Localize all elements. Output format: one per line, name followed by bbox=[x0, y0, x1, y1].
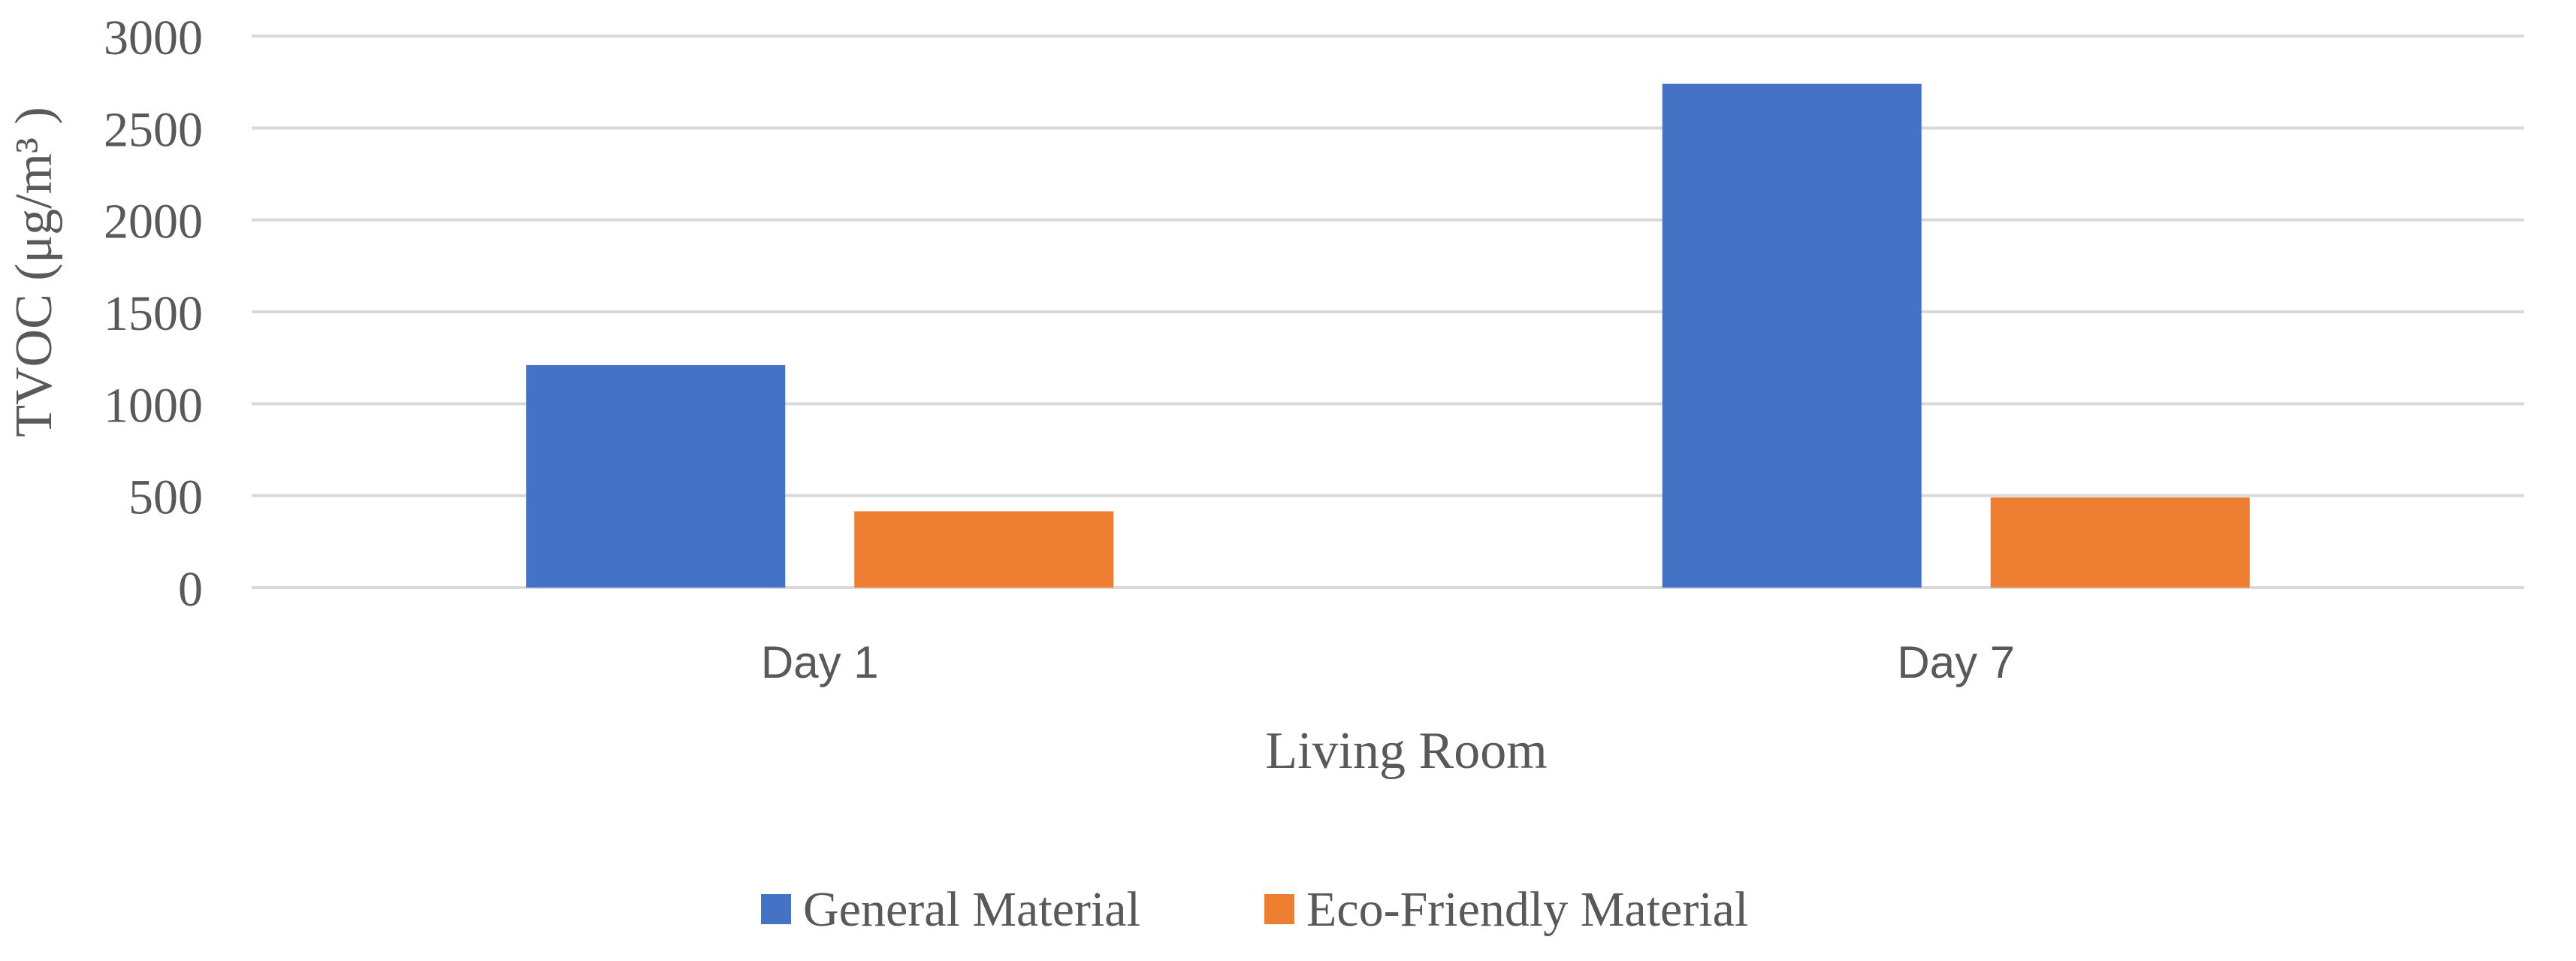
legend: General Material Eco-Friendly Material bbox=[761, 882, 1748, 937]
y-tick-label: 500 bbox=[128, 470, 203, 525]
y-tick-label: 1500 bbox=[104, 286, 203, 341]
bar-eco-friendly-material-day-7 bbox=[1990, 497, 2250, 588]
bar-eco-friendly-material-day-1 bbox=[854, 511, 1114, 588]
legend-swatch bbox=[1264, 894, 1294, 924]
y-tick-label: 2500 bbox=[104, 102, 203, 157]
y-tick-label: 1000 bbox=[104, 378, 203, 433]
y-tick-label: 0 bbox=[178, 562, 203, 617]
y-tick-label: 2000 bbox=[104, 195, 203, 249]
y-axis-title: TVOC (μg/m³ ) bbox=[5, 107, 63, 437]
legend-item-general-material: General Material bbox=[761, 882, 1140, 937]
legend-label: Eco-Friendly Material bbox=[1306, 882, 1748, 937]
x-tick-labels: Day 1 Day 7 bbox=[761, 637, 2015, 688]
x-tick-label: Day 7 bbox=[1897, 637, 2015, 688]
y-tick-labels: 0 500 1000 1500 2000 2500 3000 bbox=[104, 11, 203, 617]
bar-general-material-day-1 bbox=[526, 364, 786, 588]
x-axis-title: Living Room bbox=[1265, 722, 1547, 780]
legend-item-eco-friendly-material: Eco-Friendly Material bbox=[1264, 882, 1748, 937]
legend-swatch bbox=[761, 894, 791, 924]
y-tick-label: 3000 bbox=[104, 11, 203, 65]
legend-label: General Material bbox=[803, 882, 1140, 937]
x-tick-label: Day 1 bbox=[761, 637, 879, 688]
bars bbox=[526, 83, 2250, 588]
bar-general-material-day-7 bbox=[1662, 83, 1922, 588]
